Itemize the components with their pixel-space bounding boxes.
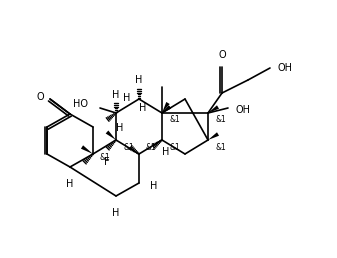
Text: H: H	[139, 103, 146, 113]
Text: H: H	[150, 181, 157, 191]
Text: &1: &1	[123, 142, 134, 151]
Polygon shape	[81, 145, 93, 154]
Text: OH: OH	[236, 105, 251, 115]
Polygon shape	[162, 102, 170, 113]
Text: H: H	[162, 147, 170, 157]
Text: H: H	[112, 208, 120, 218]
Polygon shape	[106, 131, 116, 140]
Text: OH: OH	[278, 63, 293, 73]
Text: H: H	[135, 75, 143, 85]
Text: &1: &1	[215, 116, 226, 125]
Text: HO: HO	[73, 99, 88, 109]
Text: H: H	[66, 179, 74, 189]
Text: &1: &1	[215, 142, 226, 151]
Text: &1: &1	[169, 116, 180, 125]
Text: &1: &1	[169, 142, 180, 151]
Text: H: H	[116, 123, 123, 133]
Polygon shape	[162, 106, 171, 113]
Text: H: H	[112, 90, 120, 100]
Polygon shape	[208, 132, 219, 140]
Text: &1: &1	[100, 152, 111, 162]
Text: F: F	[104, 157, 110, 167]
Polygon shape	[208, 105, 219, 113]
Polygon shape	[162, 106, 171, 113]
Text: &1: &1	[146, 142, 157, 151]
Text: O: O	[218, 50, 226, 60]
Text: H: H	[123, 93, 131, 103]
Text: O: O	[36, 92, 44, 102]
